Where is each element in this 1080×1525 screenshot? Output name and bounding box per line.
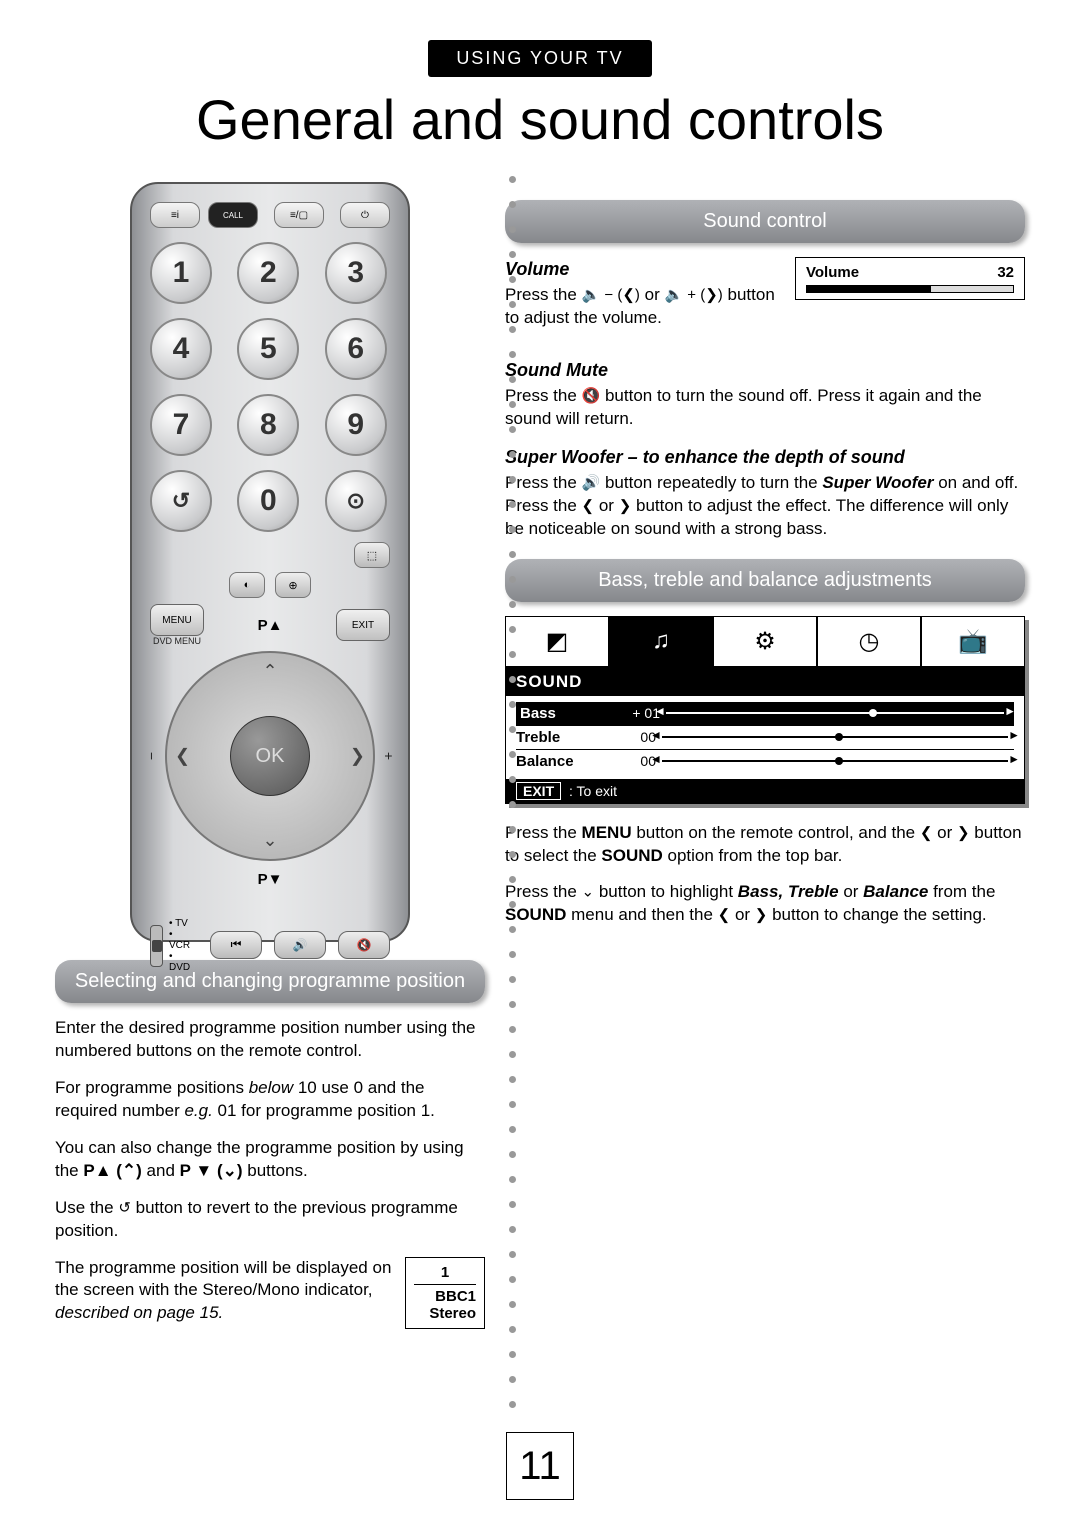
power-btn: ⏻: [340, 202, 390, 228]
call-btn: CALL: [208, 202, 258, 228]
num-3: 3: [325, 242, 387, 304]
below-para-1: Press the MENU button on the remote cont…: [505, 822, 1025, 868]
p-down-label: P▼: [150, 871, 390, 888]
mute-para: Press the 🔇 button to turn the sound off…: [505, 385, 1025, 431]
mute-inline-icon: 🔇: [582, 387, 601, 404]
prog-num: 1: [414, 1264, 476, 1285]
separator-dots: [509, 176, 517, 1426]
arrow-up-icon: ⌃: [262, 661, 277, 682]
left-p4: Use the ↺ button to revert to the previo…: [55, 1197, 485, 1243]
osd-row-bass: Bass+ 01: [516, 702, 1014, 726]
aspect-icon: ⬚: [354, 542, 390, 568]
dvd-menu-label: DVD MENU: [150, 636, 204, 646]
vol-plus-side: +: [381, 752, 397, 760]
switch-tv: TV: [175, 918, 188, 929]
arrow-right-icon: ❯: [350, 746, 365, 767]
mute-icon: 🔇: [338, 931, 390, 959]
osd-row-balance: Balance00: [516, 750, 1014, 773]
left-p2: For programme positions below 10 use 0 a…: [55, 1077, 485, 1123]
page-title: General and sound controls: [55, 87, 1025, 152]
prog-name: BBC1: [414, 1288, 476, 1305]
osd-icon-1: ♫: [610, 617, 714, 666]
woofer-heading: Super Woofer – to enhance the depth of s…: [505, 447, 1025, 468]
osd-footer: EXIT : To exit: [506, 779, 1024, 803]
woofer-para: Press the 🔊 button repeatedly to turn th…: [505, 472, 1025, 541]
num-9: 9: [325, 394, 387, 456]
vol-minus-side: −: [143, 752, 159, 760]
num-1: 1: [150, 242, 212, 304]
p-up-label: P▲: [258, 617, 283, 634]
swap-inline-icon: ↺: [118, 1199, 131, 1216]
tv-input-btn: ⊙: [325, 470, 387, 532]
switch-dvd: DVD: [169, 962, 190, 973]
teletext-btn: ≡i: [150, 202, 200, 228]
osd-rows: Bass+ 01Treble00Balance00: [506, 696, 1024, 779]
woofer-inline-icon: 🔊: [582, 474, 601, 491]
volume-osd: Volume 32: [795, 257, 1025, 300]
osd-icon-3: ◷: [818, 617, 922, 666]
ok-btn: OK: [230, 716, 310, 796]
num-0: 0: [237, 470, 299, 532]
num-8: 8: [237, 394, 299, 456]
exit-btn: EXIT: [336, 609, 390, 641]
device-switch: • TV • VCR • DVD: [150, 918, 194, 973]
prog-mode: Stereo: [414, 1305, 476, 1322]
rewind-icon: ⏮: [210, 931, 262, 959]
prog-display-box: 1 BBC1 Stereo: [405, 1257, 485, 1329]
num-6: 6: [325, 318, 387, 380]
osd-row-treble: Treble00: [516, 726, 1014, 750]
woofer-icon: 🔊: [274, 931, 326, 959]
osd-icon-0: ◩: [506, 617, 610, 666]
arrow-down-icon: ⌄: [262, 830, 277, 851]
mute-heading: Sound Mute: [505, 360, 1025, 381]
menu-btn: MENU: [150, 604, 204, 636]
osd-title: SOUND: [506, 668, 1024, 696]
right-pill-1: Sound control: [505, 200, 1025, 243]
page-number: 11: [506, 1432, 574, 1500]
num-5: 5: [237, 318, 299, 380]
vol-label: Volume: [806, 264, 859, 281]
number-pad: 1 2 3 4 5 6 7 8 9 ↺ 0 ⊙: [150, 242, 390, 532]
num-7: 7: [150, 394, 212, 456]
vol-fill: [807, 286, 931, 292]
right-pill-2: Bass, treble and balance adjustments: [505, 559, 1025, 602]
remote-image: ≡i CALL ≡/▢ ⏻ 1 2 3 4 5 6 7 8 9 ↺ 0 ⊙: [130, 182, 410, 942]
num-4: 4: [150, 318, 212, 380]
left-p3: You can also change the programme positi…: [55, 1137, 485, 1183]
osd-icon-2: ⚙: [714, 617, 818, 666]
left-p1: Enter the desired programme position num…: [55, 1017, 485, 1063]
osd-icon-4: 📺: [922, 617, 1024, 666]
pic-icon: ◐: [229, 572, 265, 598]
below-para-2: Press the ⌄ button to highlight Bass, Tr…: [505, 881, 1025, 927]
vol-value: 32: [997, 264, 1014, 281]
snd-icon: ⊕: [275, 572, 311, 598]
swap-btn: ↺: [150, 470, 212, 532]
sound-osd: ◩♫⚙◷📺 SOUND Bass+ 01Treble00Balance00 EX…: [505, 616, 1025, 804]
switch-vcr: VCR: [169, 940, 190, 951]
arrow-left-icon: ❮: [175, 746, 190, 767]
osd-icon-row: ◩♫⚙◷📺: [506, 617, 1024, 668]
section-pill: USING YOUR TV: [428, 40, 651, 77]
dpad: − ⌃ ⌄ ❮ ❯ OK +: [165, 651, 375, 861]
num-2: 2: [237, 242, 299, 304]
mix-btn: ≡/▢: [274, 202, 324, 228]
